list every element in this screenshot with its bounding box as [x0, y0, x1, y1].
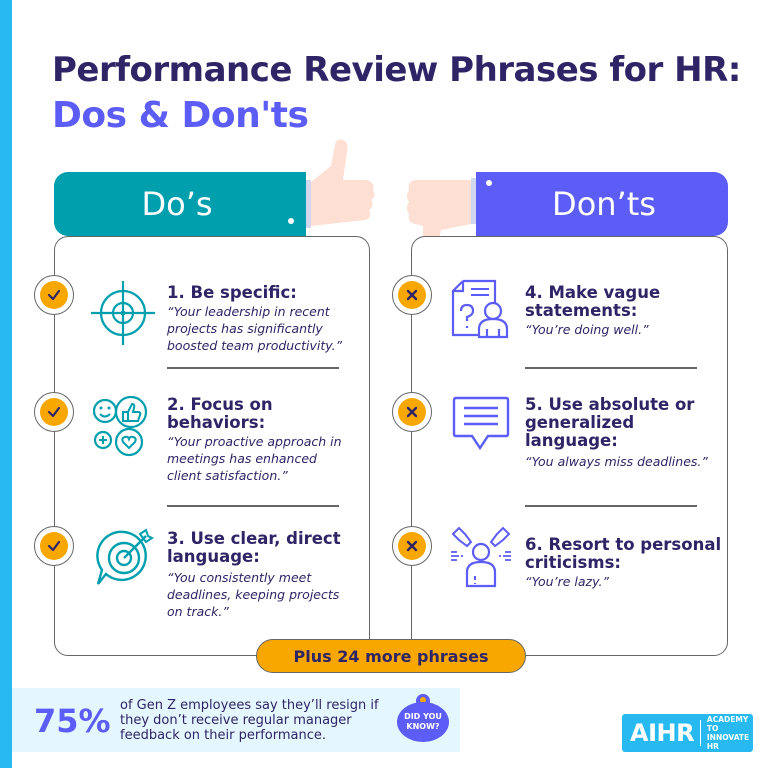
logo-separator: [700, 720, 701, 746]
dos-header-label: Do’s: [141, 185, 213, 223]
do-item-title: 1. Be specific:: [167, 283, 297, 302]
dont-item-quote: “You always miss deadlines.”: [525, 454, 708, 469]
more-phrases-button[interactable]: Plus 24 more phrases: [256, 639, 526, 673]
dos-header: Do’s: [54, 172, 306, 236]
do-item-title: 3. Use clear, direct language:: [167, 529, 341, 566]
decorative-dot: [288, 218, 294, 224]
dont-item-quote: “You’re doing well.”: [525, 322, 649, 337]
check-badge: [34, 392, 74, 432]
donts-header: Don’ts: [476, 172, 728, 236]
did-you-know-badge: DID YOU KNOW?: [397, 702, 449, 742]
stat-text: of Gen Z employees say they’ll resign if…: [120, 698, 379, 743]
did-you-know-line2: KNOW?: [406, 722, 440, 731]
do-item-quote: “You consistently meet deadlines, keepin…: [167, 570, 340, 619]
thumbs-up-icon: [305, 139, 375, 228]
donts-header-label: Don’ts: [552, 185, 656, 223]
target-arrow-icon: [96, 528, 154, 585]
logo-subtext: ACADEMY TO INNOVATE HR: [707, 715, 753, 751]
do-item-title: 2. Focus on behaviors:: [167, 395, 273, 432]
page-title: Performance Review Phrases for HR:: [52, 50, 741, 90]
dont-item-quote: “You’re lazy.”: [525, 574, 609, 589]
left-accent-bar: [0, 0, 12, 768]
x-icon: [406, 540, 418, 552]
divider: [167, 505, 339, 507]
check-badge: [34, 275, 74, 315]
stat-percent: 75%: [34, 702, 111, 740]
crosshair-icon: [91, 281, 155, 345]
divider: [525, 505, 697, 507]
speech-bubble-icon: [452, 396, 510, 451]
x-icon: [406, 289, 418, 301]
check-badge: [34, 526, 74, 566]
dont-item-title: 6. Resort to personal criticisms:: [525, 535, 722, 572]
check-icon: [47, 540, 61, 552]
divider: [167, 367, 339, 369]
x-icon: [406, 406, 418, 418]
logo-main-text: AIHR: [630, 719, 695, 747]
document-question-person-icon: [451, 279, 509, 339]
decorative-dot: [486, 180, 492, 186]
x-badge: [392, 275, 432, 315]
check-icon: [47, 289, 61, 301]
feedback-emoji-icon: [92, 395, 148, 457]
logo-sub-line2: INNOVATE HR: [706, 733, 750, 751]
do-item-quote: “Your leadership in recent projects has …: [167, 304, 343, 353]
x-badge: [392, 392, 432, 432]
divider: [525, 367, 697, 369]
logo-sub-line1: ACADEMY TO: [706, 715, 749, 733]
aihr-logo: AIHR ACADEMY TO INNOVATE HR: [622, 714, 753, 752]
page-subtitle: Dos & Don'ts: [52, 95, 309, 136]
did-you-know-line1: DID YOU: [404, 712, 442, 721]
dont-item-title: 5. Use absolute or generalized language:: [525, 395, 695, 450]
x-badge: [392, 526, 432, 566]
pointing-fingers-person-icon: [451, 526, 511, 588]
stat-callout: 75% of Gen Z employees say they’ll resig…: [12, 688, 460, 752]
dont-item-title: 4. Make vague statements:: [525, 283, 661, 320]
do-item-quote: “Your proactive approach in meetings has…: [167, 434, 342, 483]
check-icon: [47, 406, 61, 418]
